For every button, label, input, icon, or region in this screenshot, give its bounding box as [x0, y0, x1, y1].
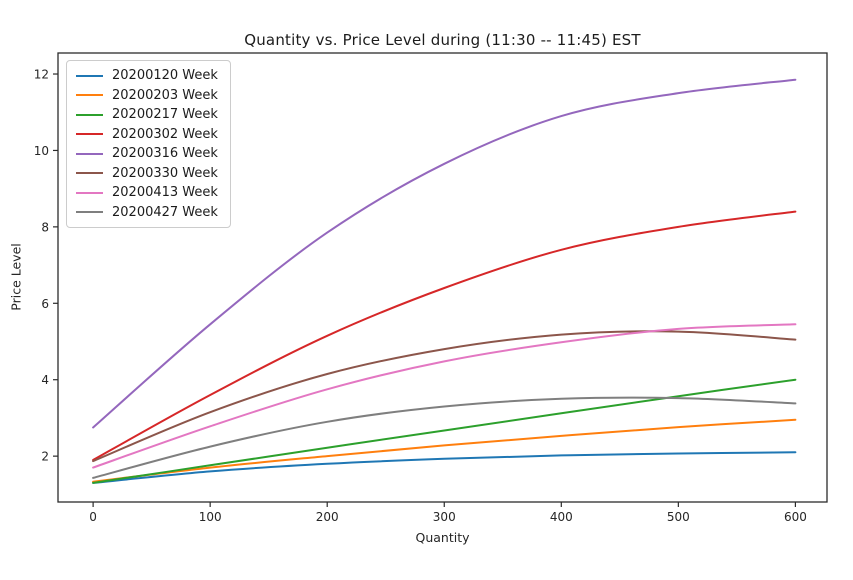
x-tick-label: 100 — [199, 510, 222, 524]
series-line-20200427 — [92, 396, 797, 479]
legend-line-swatch — [76, 191, 103, 194]
series-line-20200302 — [92, 210, 797, 461]
legend-item: 20200302 Week — [76, 125, 218, 145]
series-line-20200413 — [92, 323, 797, 469]
x-tick-label: 600 — [784, 510, 807, 524]
y-tick-label: 10 — [34, 144, 49, 158]
y-tick-label: 4 — [41, 373, 49, 387]
legend-item: 20200330 Week — [76, 164, 218, 184]
series-line-20200330 — [92, 330, 797, 463]
legend-label: 20200413 Week — [112, 185, 218, 201]
y-tick-label: 8 — [41, 220, 49, 234]
x-tick-label: 300 — [433, 510, 456, 524]
legend-line-swatch — [76, 94, 103, 97]
legend-item: 20200217 Week — [76, 105, 218, 125]
legend-line-swatch — [76, 211, 103, 214]
y-axis-label: Price Level — [8, 243, 24, 311]
legend-item: 20200120 Week — [76, 66, 218, 86]
legend-line-swatch — [76, 152, 103, 155]
axes-frame — [57, 52, 828, 503]
series-line-20200316 — [92, 78, 797, 429]
legend-label: 20200217 Week — [112, 107, 218, 123]
legend-line-swatch — [76, 74, 103, 77]
legend-label: 20200203 Week — [112, 87, 218, 103]
x-tick-label: 0 — [89, 510, 97, 524]
legend-item: 20200316 Week — [76, 144, 218, 164]
chart-title: Quantity vs. Price Level during (11:30 -… — [244, 31, 641, 49]
legend: 20200120 Week 20200203 Week 20200217 Week 2… — [66, 60, 231, 228]
legend-label: 20200302 Week — [112, 126, 218, 142]
x-tick-label: 200 — [316, 510, 339, 524]
x-tick-label: 500 — [667, 510, 690, 524]
y-tick-label: 2 — [41, 450, 49, 464]
legend-label: 20200330 Week — [112, 165, 218, 181]
x-axis-label: Quantity — [415, 530, 470, 545]
y-tick-label: 12 — [34, 68, 49, 82]
series-line-20200217 — [92, 378, 797, 484]
series-line-20200203 — [92, 418, 797, 483]
legend-line-swatch — [76, 113, 103, 116]
legend-item: 20200427 Week — [76, 203, 218, 223]
series-line-20200120 — [92, 451, 797, 484]
y-tick-label: 6 — [41, 297, 49, 311]
legend-item: 20200413 Week — [76, 183, 218, 203]
legend-label: 20200316 Week — [112, 146, 218, 162]
legend-item: 20200203 Week — [76, 86, 218, 106]
x-tick-label: 400 — [550, 510, 573, 524]
legend-line-swatch — [76, 172, 103, 175]
legend-label: 20200120 Week — [112, 68, 218, 84]
legend-line-swatch — [76, 133, 103, 136]
legend-label: 20200427 Week — [112, 204, 218, 220]
